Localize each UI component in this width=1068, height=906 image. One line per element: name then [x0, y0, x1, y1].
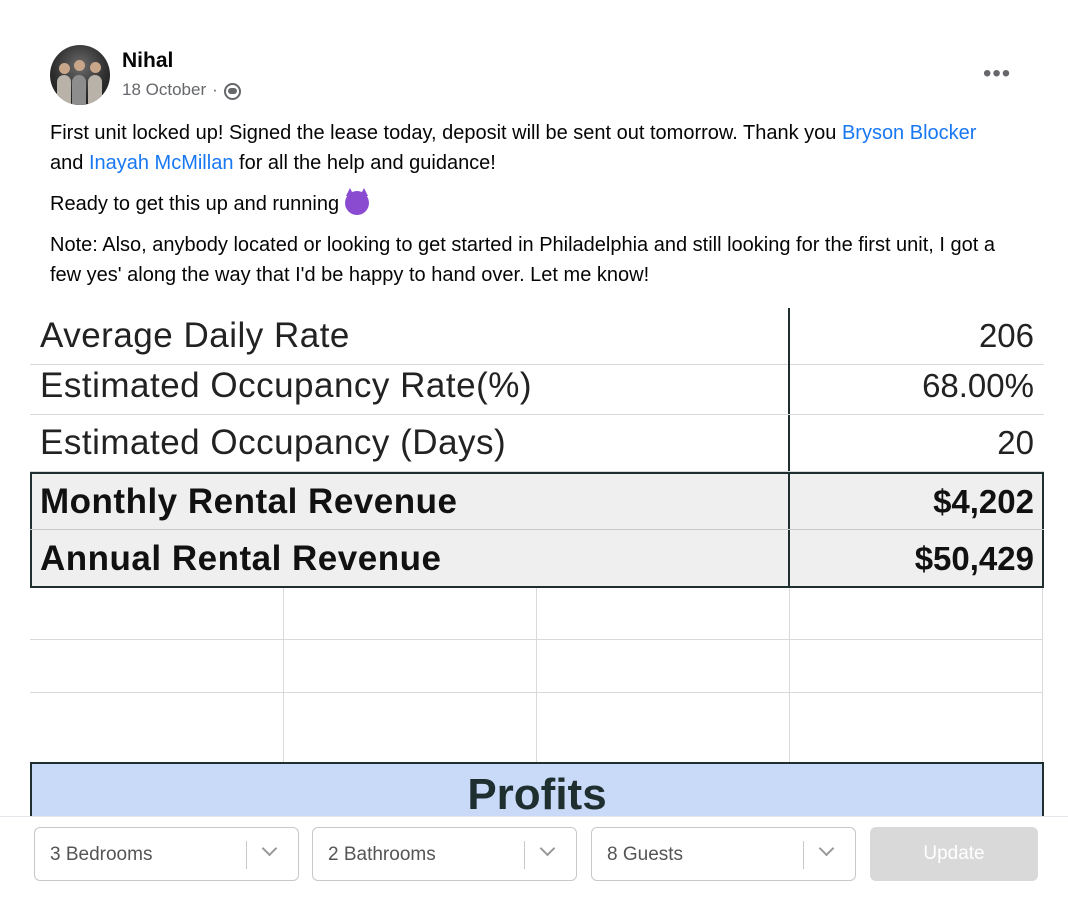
table-row: Estimated Occupancy (Days) 20	[30, 415, 1044, 472]
guests-select[interactable]: 8 Guests	[591, 827, 856, 881]
empty-cell	[30, 640, 284, 693]
post-text: and	[50, 152, 89, 174]
totals-divider	[30, 529, 1044, 530]
empty-cell	[537, 588, 790, 640]
select-divider	[246, 841, 247, 869]
friends-icon[interactable]	[223, 83, 241, 100]
meta-separator: ·	[212, 79, 218, 99]
post-text: First unit locked up! Signed the lease t…	[50, 122, 842, 144]
table-row: Monthly Rental Revenue $4,202	[30, 473, 1044, 530]
avatar-person-body	[72, 75, 86, 105]
avatar-person-body	[57, 75, 71, 105]
bathrooms-value: 2 Bathrooms	[328, 844, 436, 865]
avatar-person	[74, 60, 85, 71]
smiling-devil-emoji-icon	[344, 188, 369, 215]
bedrooms-value: 3 Bedrooms	[50, 844, 153, 865]
table-row: Average Daily Rate 206	[30, 308, 1044, 365]
avatar-person	[90, 62, 101, 73]
select-divider	[524, 841, 525, 869]
avatar-person	[59, 63, 70, 74]
empty-cell	[30, 588, 284, 640]
empty-cell	[537, 693, 790, 762]
post-text: Ready to get this up and running	[50, 193, 340, 215]
bedrooms-select[interactable]: 3 Bedrooms	[34, 827, 299, 881]
empty-cell	[790, 693, 1043, 762]
guests-value: 8 Guests	[607, 844, 684, 865]
table-row: Annual Rental Revenue $50,429	[30, 530, 1044, 587]
table-row: Estimated Occupancy Rate(%) 68.00%	[30, 358, 1044, 415]
empty-cell	[284, 588, 537, 640]
chevron-down-icon[interactable]	[539, 840, 556, 857]
post-paragraph-3: Note: Also, anybody located or looking t…	[50, 234, 996, 286]
avatar-person-body	[88, 75, 102, 105]
chevron-down-icon[interactable]	[261, 840, 278, 857]
author-name[interactable]: Nihal	[122, 49, 174, 72]
row-value: $4,202	[933, 482, 1034, 520]
row-label: Estimated Occupancy (Days)	[30, 415, 790, 471]
post-paragraph-1: First unit locked up! Signed the lease t…	[50, 118, 1010, 178]
mention-link[interactable]: Bryson Blocker	[841, 122, 977, 144]
row-value: 20	[997, 424, 1034, 461]
row-value: 206	[978, 317, 1034, 354]
empty-cell	[30, 693, 284, 762]
empty-cell	[790, 588, 1043, 640]
totals-border	[30, 472, 1044, 588]
mention-link[interactable]: Inayah McMillan	[88, 152, 234, 174]
avatar[interactable]	[50, 45, 110, 105]
update-button[interactable]: Update	[870, 827, 1038, 881]
more-options-icon[interactable]: •••	[983, 60, 1012, 87]
row-value: 68.00%	[922, 367, 1034, 404]
spreadsheet-image[interactable]: Average Daily Rate 206 Estimated Occupan…	[28, 308, 1044, 818]
post-body: First unit locked up! Signed the lease t…	[50, 118, 1010, 301]
post-meta: 18 October ·	[122, 79, 241, 100]
post-text: for all the help and guidance!	[233, 152, 496, 174]
empty-cell	[284, 640, 537, 693]
filter-bar: 3 Bedrooms 2 Bathrooms 8 Guests Update	[0, 816, 1068, 906]
post-paragraph-2: Ready to get this up and running	[50, 188, 1010, 219]
post-date[interactable]: 18 October	[122, 79, 207, 99]
row-value: $50,429	[914, 539, 1034, 577]
profits-header: Profits	[30, 762, 1044, 818]
row-label: Average Daily Rate	[30, 308, 790, 364]
select-divider	[803, 841, 804, 869]
empty-cell	[284, 693, 537, 762]
row-label: Annual Rental Revenue	[30, 530, 790, 587]
bathrooms-select[interactable]: 2 Bathrooms	[312, 827, 577, 881]
row-label: Estimated Occupancy Rate(%)	[30, 358, 790, 414]
row-label: Monthly Rental Revenue	[30, 473, 790, 530]
empty-cell	[537, 640, 790, 693]
empty-cell	[790, 640, 1043, 693]
chevron-down-icon[interactable]	[818, 840, 835, 857]
